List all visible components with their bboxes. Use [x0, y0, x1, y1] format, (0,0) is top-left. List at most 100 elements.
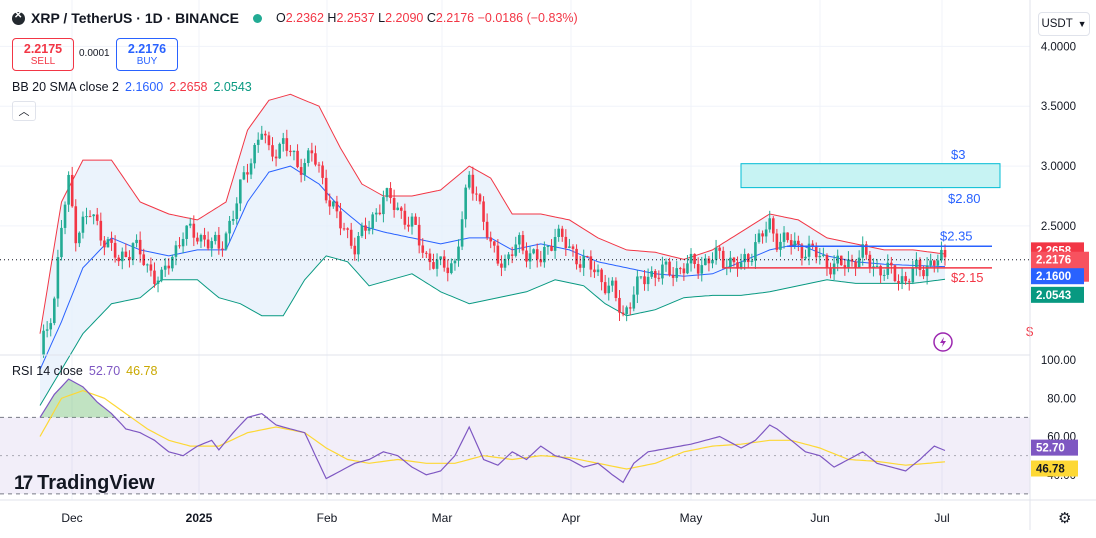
time-tick: Jul [934, 511, 949, 525]
time-tick: 2025 [186, 511, 213, 525]
candle-body [614, 280, 618, 298]
candle-body [335, 201, 339, 212]
lightning-icon[interactable] [933, 332, 953, 352]
candle-body [253, 144, 256, 164]
time-tick: Jun [810, 511, 829, 525]
candle-body [546, 245, 550, 247]
rsi-tick: 100.00 [1041, 355, 1076, 367]
candle-body [657, 277, 661, 279]
symbol-legend[interactable]: XRP / TetherUS · 1D · BINANCE O2.2362 H2… [12, 10, 578, 26]
candle-body [475, 193, 478, 195]
candle-body [217, 234, 221, 249]
candle-body [185, 225, 188, 239]
rsi-value-tag-bg [1031, 439, 1078, 456]
bollinger-legend[interactable]: BB 20 SMA close 2 2.1600 2.2658 2.0543 [12, 80, 252, 94]
candle-body [467, 174, 471, 188]
bollinger-upper-line [39, 93, 946, 334]
candle-body [113, 242, 117, 258]
candle-body [746, 254, 750, 263]
candle-body [822, 254, 825, 256]
target-label: $2.80 [948, 191, 981, 206]
rsi-legend[interactable]: RSI 14 close 52.70 46.78 [12, 364, 157, 378]
rsi-ma-value: 46.78 [126, 364, 158, 378]
candle-body [110, 239, 113, 243]
candle-body [807, 243, 811, 257]
candle-body [575, 248, 578, 265]
candle-body [571, 246, 575, 249]
candle-body [274, 156, 278, 159]
candle-body [142, 254, 146, 266]
candle-body [686, 263, 689, 274]
candle-body [603, 282, 607, 294]
candle-body [99, 220, 103, 241]
candle-body [442, 256, 446, 268]
settings-gear-icon[interactable]: ⚙ [1058, 510, 1072, 527]
candle-body [153, 270, 156, 284]
candle-body [464, 187, 467, 220]
candle-body [707, 258, 711, 264]
bollinger-title: BB 20 SMA close 2 [12, 80, 120, 94]
candle-body [839, 255, 843, 266]
bollinger-basis-value: 2.1600 [125, 80, 164, 94]
collapse-legend-button[interactable]: ︿ [12, 101, 36, 121]
tradingview-logo[interactable]: 17 TradingView [14, 472, 155, 495]
buy-button[interactable]: 2.2176 BUY [116, 38, 178, 71]
candle-body [510, 254, 514, 256]
candle-body [278, 143, 281, 159]
bb-basis-price-tag-bg [1031, 268, 1084, 285]
candle-body [478, 194, 482, 202]
candle-body [85, 216, 88, 218]
candle-body [514, 244, 518, 256]
candle-body [235, 203, 239, 220]
candle-body [775, 233, 779, 250]
currency-select[interactable]: USDT ▼ [1038, 12, 1090, 36]
tradingview-mark-icon: 17 [14, 472, 33, 494]
candle-body [714, 247, 718, 260]
rsi-pane [0, 378, 1030, 495]
candle-body [607, 285, 611, 294]
candle-body [496, 245, 500, 264]
time-tick: Apr [562, 511, 581, 525]
candle-body [611, 280, 614, 286]
candle-body [764, 229, 768, 237]
candle-body [718, 247, 721, 251]
candle-body [156, 280, 160, 284]
candle-body [439, 256, 442, 260]
candle-body [174, 245, 178, 257]
bb-lower-price-tag: 2.0543 [1036, 290, 1071, 302]
time-axis[interactable]: Dec 2025 Feb Mar Apr May Jun Jul [61, 511, 949, 525]
sell-button[interactable]: 2.2175 SELL [12, 38, 74, 71]
candle-body [900, 276, 904, 284]
time-tick: Dec [61, 511, 82, 525]
candle-body [811, 243, 814, 246]
candle-body [103, 240, 106, 248]
rsi-ma-value-tag-bg [1031, 460, 1078, 477]
candle-body [45, 329, 49, 331]
bollinger-lower-line [39, 255, 946, 406]
candle-body [904, 276, 907, 282]
candle-body [739, 262, 743, 269]
candle-body [306, 150, 310, 164]
candle-body [457, 246, 460, 261]
sell-label: SELL [30, 56, 56, 67]
candle-body [621, 312, 625, 315]
candle-body [711, 259, 714, 264]
candle-body [371, 214, 374, 229]
candle-body [407, 224, 410, 227]
candle-body [342, 228, 346, 230]
candle-body [81, 216, 85, 233]
bb-lower-price-tag-bg [1031, 286, 1084, 303]
candle-body [421, 245, 425, 253]
candle-body [689, 253, 693, 264]
candle-body [757, 233, 761, 243]
candle-body [503, 258, 507, 268]
candle-body [653, 271, 657, 278]
candle-body [736, 262, 739, 269]
candle-body [364, 225, 367, 231]
candle-body [70, 174, 74, 207]
candle-body [857, 257, 861, 269]
time-tick: Feb [317, 511, 338, 525]
